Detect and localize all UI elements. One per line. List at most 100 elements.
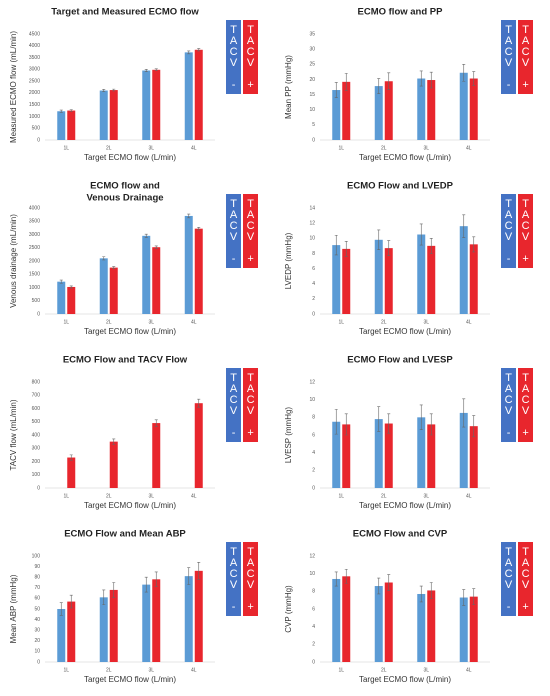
y-tick-label: 10 <box>309 571 315 577</box>
error-bar <box>112 88 116 92</box>
legend-label: TACV + <box>245 372 257 438</box>
legend-label: TACV + <box>245 546 257 612</box>
y-tick-label: 800 <box>32 379 41 385</box>
y-tick-label: 4 <box>312 450 315 456</box>
y-tick-label: 90 <box>34 564 40 570</box>
y-tick-label: 8 <box>312 589 315 595</box>
chart-title: ECMO Flow and CVP <box>353 529 448 540</box>
error-bar <box>387 240 391 256</box>
bar <box>99 258 108 314</box>
y-tick-label: 2000 <box>29 258 40 264</box>
x-tick-label: 3L <box>423 493 429 499</box>
y-tick-label: 6 <box>312 432 315 438</box>
legend-swatch <box>226 542 241 616</box>
legend-swatch <box>243 20 258 94</box>
bar <box>184 52 193 140</box>
legend-label: TACV + <box>520 24 532 90</box>
y-tick-label: 10 <box>309 107 315 113</box>
bar <box>384 248 393 314</box>
x-tick-label: 4L <box>191 667 197 673</box>
error-bar <box>472 236 476 253</box>
y-tick-label: 700 <box>32 393 41 399</box>
x-axis-label: Target ECMO flow (L/min) <box>359 153 451 162</box>
x-axis-label: Target ECMO flow (L/min) <box>84 327 176 336</box>
bar <box>417 234 426 314</box>
legend-swatch <box>243 194 258 268</box>
y-tick-label: 80 <box>34 575 40 581</box>
y-tick-label: 35 <box>309 31 315 37</box>
x-tick-label: 1L <box>338 667 344 673</box>
chart-title: ECMO flow and <box>90 181 160 192</box>
bar <box>142 70 151 140</box>
bar <box>427 245 436 314</box>
legend-label: TACV + <box>520 198 532 264</box>
x-tick-label: 2L <box>381 319 387 325</box>
error-bar <box>69 285 73 289</box>
error-bar <box>419 70 423 87</box>
bar <box>469 78 478 140</box>
bar <box>427 590 436 662</box>
error-bar <box>144 69 148 72</box>
error-bar <box>472 588 476 605</box>
y-tick-label: 600 <box>32 406 41 412</box>
error-bar <box>154 571 158 588</box>
bar <box>459 597 468 662</box>
y-tick-label: 500 <box>32 419 41 425</box>
bar <box>194 228 203 314</box>
bar <box>194 570 203 662</box>
y-tick-label: 60 <box>34 596 40 602</box>
x-tick-label: 2L <box>106 493 112 499</box>
x-tick-label: 2L <box>381 667 387 673</box>
bar <box>417 417 426 488</box>
bar <box>384 423 393 488</box>
bar <box>184 215 193 314</box>
x-axis-label: Target ECMO flow (L/min) <box>359 675 451 684</box>
y-tick-label: 30 <box>34 628 40 634</box>
y-axis-label: Mean PP (mmHg) <box>284 55 293 119</box>
bar <box>142 584 151 662</box>
legend-swatch <box>226 20 241 94</box>
error-bar <box>429 413 433 436</box>
x-tick-label: 3L <box>148 145 154 151</box>
y-tick-label: 40 <box>34 617 40 623</box>
x-tick-label: 4L <box>466 493 472 499</box>
x-tick-label: 2L <box>381 145 387 151</box>
chart-title: ECMO flow and PP <box>358 7 444 18</box>
error-bar <box>69 454 73 461</box>
bar <box>469 244 478 314</box>
error-bar <box>419 404 423 430</box>
y-axis-label: LVEDP (mmHg) <box>284 232 293 289</box>
bar <box>152 247 161 314</box>
error-bar <box>154 245 158 249</box>
y-tick-label: 12 <box>309 379 315 385</box>
bar <box>332 90 341 140</box>
error-bar <box>187 567 191 585</box>
y-tick-label: 0 <box>312 485 315 491</box>
error-bar <box>334 409 338 435</box>
y-tick-label: 10 <box>309 236 315 242</box>
error-bar <box>472 415 476 438</box>
y-tick-label: 100 <box>32 553 41 559</box>
error-bar <box>419 223 423 246</box>
x-tick-label: 1L <box>338 319 344 325</box>
legend-label: TACV - <box>228 24 240 90</box>
x-axis-label: Target ECMO flow (L/min) <box>359 327 451 336</box>
x-tick-label: 3L <box>148 493 154 499</box>
legend-label: TACV - <box>228 546 240 612</box>
y-axis-label: TACV flow (mL/min) <box>9 399 18 470</box>
y-tick-label: 0 <box>312 311 315 317</box>
error-bar <box>102 89 106 93</box>
error-bar <box>112 582 116 598</box>
y-tick-label: 2 <box>312 468 315 474</box>
y-tick-label: 0 <box>37 311 40 317</box>
y-tick-label: 20 <box>34 638 40 644</box>
error-bar <box>344 73 348 91</box>
y-tick-label: 400 <box>32 432 41 438</box>
y-tick-label: 0 <box>312 659 315 665</box>
y-tick-label: 300 <box>32 446 41 452</box>
legend-swatch <box>226 194 241 268</box>
y-tick-label: 1000 <box>29 285 40 291</box>
x-tick-label: 3L <box>148 667 154 673</box>
legend-swatch <box>501 368 516 442</box>
